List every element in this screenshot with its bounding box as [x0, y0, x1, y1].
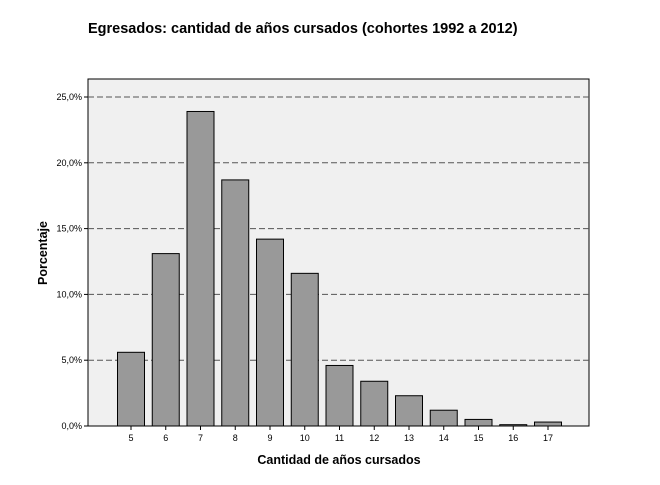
bar-5	[117, 351, 145, 427]
y-tick-label: 15,0%	[56, 224, 82, 234]
x-tick-label: 5	[128, 433, 133, 443]
bar-13	[395, 395, 423, 427]
x-tick-label: 15	[473, 433, 483, 443]
x-tick-label: 10	[300, 433, 310, 443]
y-tick-label: 20,0%	[56, 158, 82, 168]
bar-9	[256, 238, 284, 427]
x-tick-label: 11	[335, 433, 344, 443]
bar-14	[429, 409, 458, 427]
x-tick-label: 17	[543, 433, 553, 443]
y-tick-label: 0,0%	[61, 421, 82, 431]
bar-16	[499, 424, 528, 427]
x-tick-label: 14	[439, 433, 449, 443]
x-tick-label: 9	[267, 433, 272, 443]
x-axis: 5 6 7 8 9 10 11 12 13 14 15 16 17	[128, 426, 553, 443]
bar-6	[151, 253, 180, 427]
x-tick-label: 12	[369, 433, 379, 443]
bars	[117, 110, 562, 427]
y-axis: 0,0% 5,0% 10,0% 15,0% 20,0% 25,0%	[56, 92, 88, 431]
x-tick-label: 13	[404, 433, 414, 443]
x-tick-label: 6	[163, 433, 168, 443]
bar-15	[464, 418, 493, 427]
bar-11	[325, 364, 354, 427]
x-tick-label: 8	[233, 433, 238, 443]
y-tick-label: 25,0%	[56, 92, 82, 102]
bar-17	[534, 421, 562, 427]
y-tick-label: 10,0%	[56, 289, 82, 299]
chart-title: Egresados: cantidad de años cursados (co…	[88, 21, 518, 37]
y-axis-title: Porcentaje	[36, 221, 50, 285]
x-tick-label: 16	[508, 433, 518, 443]
bar-7	[186, 110, 215, 427]
x-axis-title: Cantidad de años cursados	[257, 453, 420, 467]
bar-8	[221, 179, 250, 427]
bar-10	[290, 272, 319, 427]
bar-12	[360, 380, 389, 427]
y-tick-label: 5,0%	[61, 355, 82, 365]
x-tick-label: 7	[198, 433, 203, 443]
